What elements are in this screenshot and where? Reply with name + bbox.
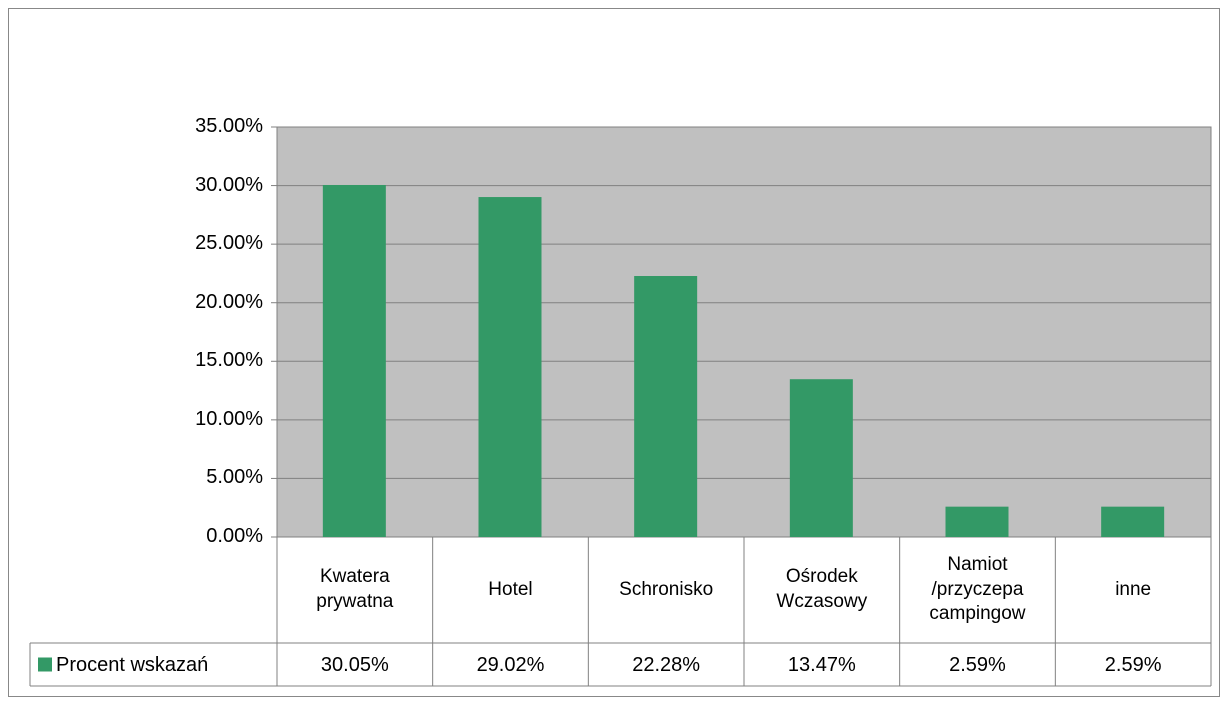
x-tick-label: Schronisko: [619, 578, 714, 600]
y-tick-label: 0.00%: [206, 525, 263, 547]
x-tick-label: Ośrodek Wczasowy: [776, 566, 868, 612]
x-tick-label: Kwatera prywatna: [316, 566, 394, 612]
x-tick-label: inne: [1115, 578, 1152, 600]
x-tick-label: Hotel: [488, 578, 533, 600]
data-table-value: 29.02%: [476, 653, 545, 676]
data-table-value: 30.05%: [320, 653, 389, 676]
bar: [634, 276, 698, 537]
data-table-value: 2.59%: [1104, 653, 1162, 676]
x-tick-label: Namiot /przyczepa campingow: [929, 553, 1026, 625]
data-table-value: 2.59%: [949, 653, 1006, 676]
plot-area: [276, 126, 1212, 538]
y-tick-label: 20.00%: [195, 290, 263, 313]
data-table-value: 13.47%: [787, 653, 856, 676]
y-tick-label: 5.00%: [206, 466, 263, 489]
bar: [1101, 506, 1165, 537]
y-tick-label: 15.00%: [195, 349, 263, 372]
legend-swatch: [38, 657, 52, 672]
y-tick-label: 30.00%: [195, 173, 263, 196]
bar: [789, 379, 853, 537]
bar: [478, 197, 542, 537]
bar: [322, 184, 386, 537]
y-tick-label: 10.00%: [195, 407, 263, 430]
data-table-value: 22.28%: [632, 653, 701, 676]
y-tick-label: 35.00%: [195, 115, 263, 137]
bar: [945, 506, 1009, 537]
legend-label: Procent wskazań: [56, 653, 209, 676]
y-tick-label: 25.00%: [195, 232, 263, 255]
